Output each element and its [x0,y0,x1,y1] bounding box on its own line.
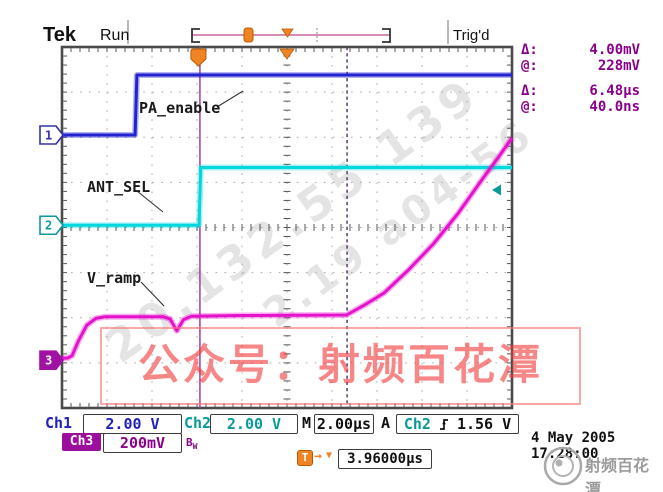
trigger-t-icon: T [297,450,313,466]
trace-label-v-ramp: V_ramp [87,269,142,287]
trigger-status: Trig'd [453,27,490,44]
label-leader-line [216,90,244,108]
arrow-right-icon: → [314,449,322,464]
trigger-delay-readout: 3.96000µs [338,449,432,469]
ch1-scale-readout: 2.00 V [83,414,182,434]
ch2-label: Ch2 [184,414,212,432]
ch1-label: Ch1 [45,414,73,432]
at-volt-value: 228mV [597,58,640,74]
record-view-bracket-left [191,28,200,43]
trigger-readout: Ch2 1.56 V [396,414,519,434]
trace-fuzz-ch2 [62,164,512,229]
red-banner-watermark: 公众号：射频百花潭 [100,327,581,405]
record-view-bracket-right [382,28,391,43]
label-leader-line [136,190,164,213]
channel-marker-label: 3 [45,354,52,368]
channel-marker-label: 2 [45,219,52,233]
delta-time-label: Δ: [521,83,538,99]
channel-marker-2 [39,215,65,236]
trace-label-ant-sel: ANT_SEL [87,178,151,196]
bandwidth-limit-icon: BW [186,436,198,452]
ch3-label: Ch3 [62,433,101,451]
trace-label-pa-enable: PA_enable [139,99,221,117]
trigger-source: Ch2 [403,415,431,433]
trace-ch3 [62,137,514,360]
channel-marker-label: 1 [45,128,52,142]
trigger-level-arrow-icon [492,184,501,196]
cursor-flag-icon [190,48,207,67]
measurement-row: Δ: 4.00mV [521,42,640,58]
channel-marker-1 [39,125,65,145]
trigger-position-icon [279,48,295,60]
ch3-scale-readout: 200mV [103,433,182,453]
cursor-measurements: Δ: 4.00mV @: 228mV Δ: 6.48µs @: 40.0ns [521,42,640,115]
ch2-scale-readout: 2.00 V [210,414,298,434]
trigger-mode-label: A [381,414,391,432]
trigger-level: 1.56 V [456,415,512,433]
measurement-row: Δ: 6.48µs [521,83,640,99]
rising-edge-icon [439,419,448,430]
trace-ch1 [62,73,512,137]
channel-marker-3 [39,350,65,370]
timebase-readout: 2.00µs [314,414,374,434]
record-view-trigger-icon [281,28,294,38]
brand-logo: Tek [43,24,76,46]
acquisition-status: Run [100,27,130,44]
corner-watermark-text: 射频百花潭 [585,456,650,492]
timebase-label: M [302,414,312,432]
measurement-row: @: 228mV [521,58,640,74]
at-time-label: @: [521,99,538,115]
delta-time-value: 6.48µs [589,83,640,99]
label-leader-line [140,281,165,307]
trace-ch2 [62,166,512,227]
trace-fuzz-ch3 [62,136,515,362]
measurement-row: @: 40.0ns [521,99,640,115]
delta-volt-label: Δ: [521,42,538,58]
at-volt-label: @: [521,58,538,74]
delta-volt-value: 4.00mV [589,42,640,58]
triangle-down-icon: ▼ [326,450,333,461]
at-time-value: 40.0ns [589,99,640,115]
record-view-position-marker [243,27,254,43]
date-text: 4 May 2005 [531,430,616,446]
watermark-logo [543,446,583,486]
